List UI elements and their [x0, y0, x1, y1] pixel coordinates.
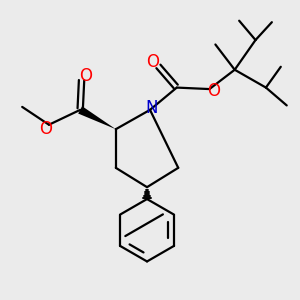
- Text: O: O: [207, 82, 220, 100]
- Text: O: O: [146, 53, 160, 71]
- Polygon shape: [78, 106, 116, 129]
- Text: O: O: [40, 120, 52, 138]
- Text: N: N: [145, 99, 158, 117]
- Text: O: O: [80, 67, 93, 85]
